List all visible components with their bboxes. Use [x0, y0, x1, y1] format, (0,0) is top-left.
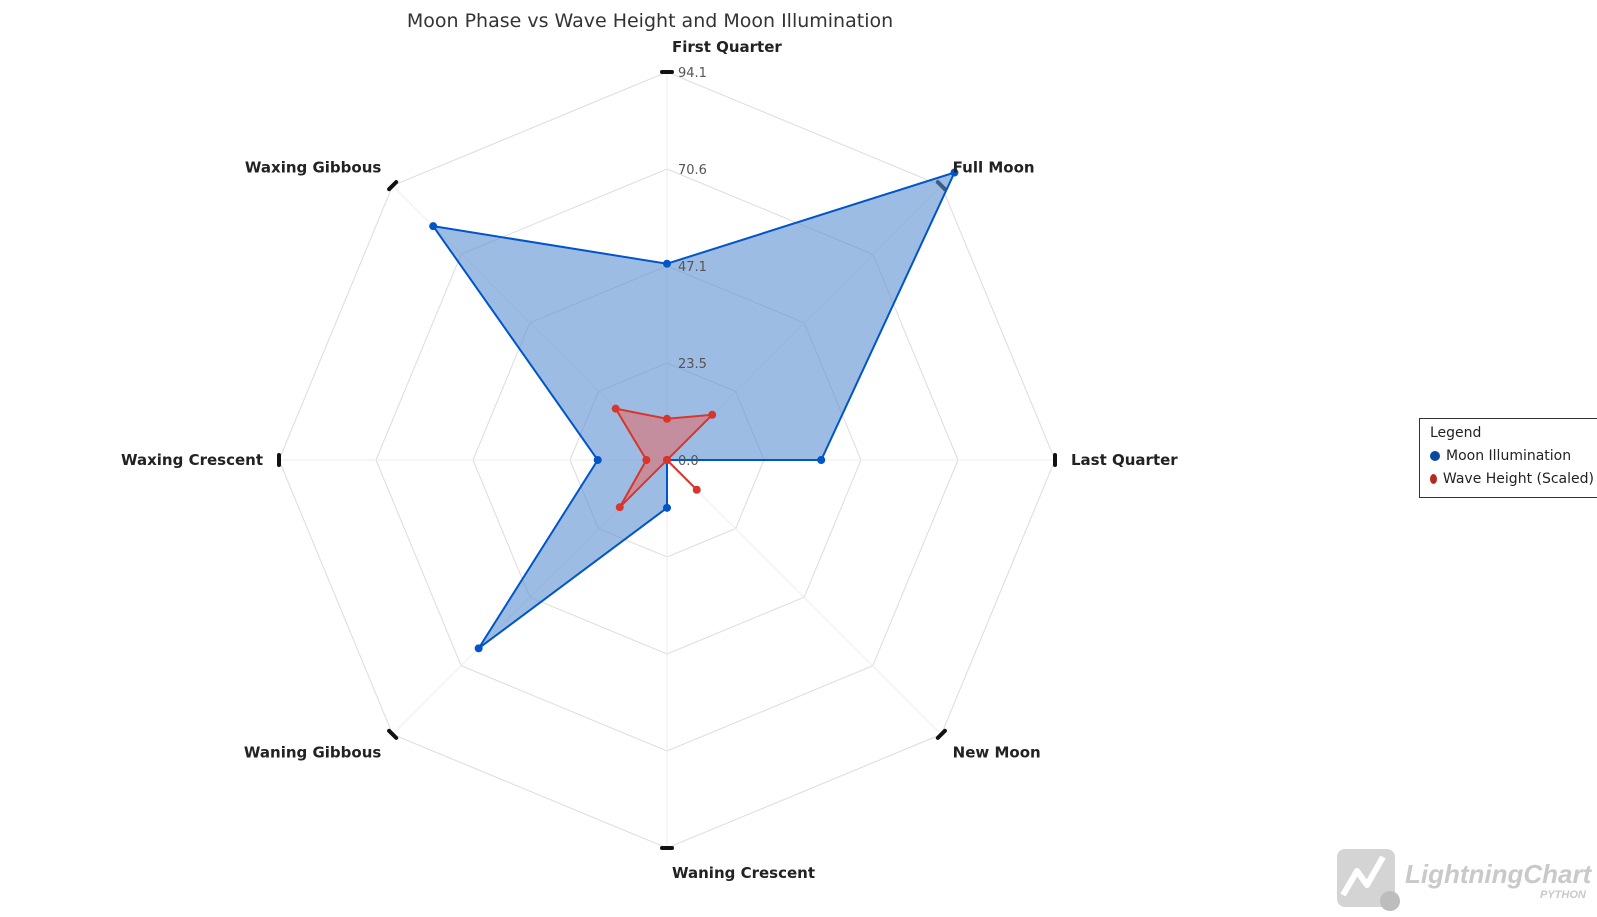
tick-label: 47.1 [678, 260, 707, 275]
data-point [663, 414, 671, 423]
grid-spoke [666, 459, 942, 735]
axis-label: Waning Crescent [672, 864, 815, 882]
data-point [708, 410, 717, 419]
legend-title: Legend [1430, 425, 1482, 441]
legend-marker-icon [1430, 473, 1437, 484]
series-1 [611, 404, 717, 512]
series-0 [429, 168, 959, 653]
axis-label: Waxing Gibbous [245, 158, 382, 176]
data-point [663, 456, 671, 464]
axis-tick [387, 180, 399, 192]
axis-label: First Quarter [672, 38, 782, 56]
legend-item-moon-illumination[interactable]: Moon Illumination [1430, 444, 1594, 467]
data-point [642, 456, 651, 464]
axis-label: Last Quarter [1071, 451, 1178, 469]
axis-label: Waning Gibbous [244, 744, 382, 762]
data-point [692, 485, 701, 494]
axis-tick [387, 728, 399, 740]
data-point [950, 168, 959, 177]
axis-label: New Moon [953, 744, 1041, 762]
watermark-text: LightningChart [1405, 859, 1592, 889]
tick-label: 0.0 [678, 454, 699, 469]
data-point [611, 404, 620, 413]
axis-tick [935, 728, 947, 740]
tick-label: 70.6 [678, 163, 707, 178]
data-point [429, 222, 438, 231]
tick-label: 23.5 [678, 357, 707, 372]
legend-marker-icon [1430, 450, 1440, 461]
series-layer [429, 168, 959, 653]
legend: Legend Moon Illumination Wave Height (Sc… [1419, 418, 1597, 498]
chart-title: Moon Phase vs Wave Height and Moon Illum… [406, 10, 894, 32]
legend-item-wave-height[interactable]: Wave Height (Scaled) [1430, 467, 1594, 490]
legend-label: Wave Height (Scaled) [1442, 470, 1594, 487]
data-point [663, 259, 671, 268]
data-point [817, 456, 826, 464]
data-point [615, 503, 624, 512]
series-area [430, 170, 957, 650]
data-point [474, 644, 483, 653]
legend-label: Moon Illumination [1446, 447, 1572, 464]
lightningchart-logo-icon [1337, 849, 1400, 911]
watermark-subtext: PYTHON [1540, 889, 1586, 901]
label-layer: 0.0 23.5 47.1 70.6 94.1 First Quarter Full Moo… [121, 38, 1178, 882]
axis-label: Full Moon [953, 158, 1035, 176]
data-point [663, 503, 671, 512]
data-point [593, 456, 602, 464]
lightningchart-logo: LightningChart PYTHON [1335, 845, 1597, 913]
tick-label: 94.1 [678, 66, 707, 81]
axis-label: Waxing Crescent [121, 451, 263, 469]
